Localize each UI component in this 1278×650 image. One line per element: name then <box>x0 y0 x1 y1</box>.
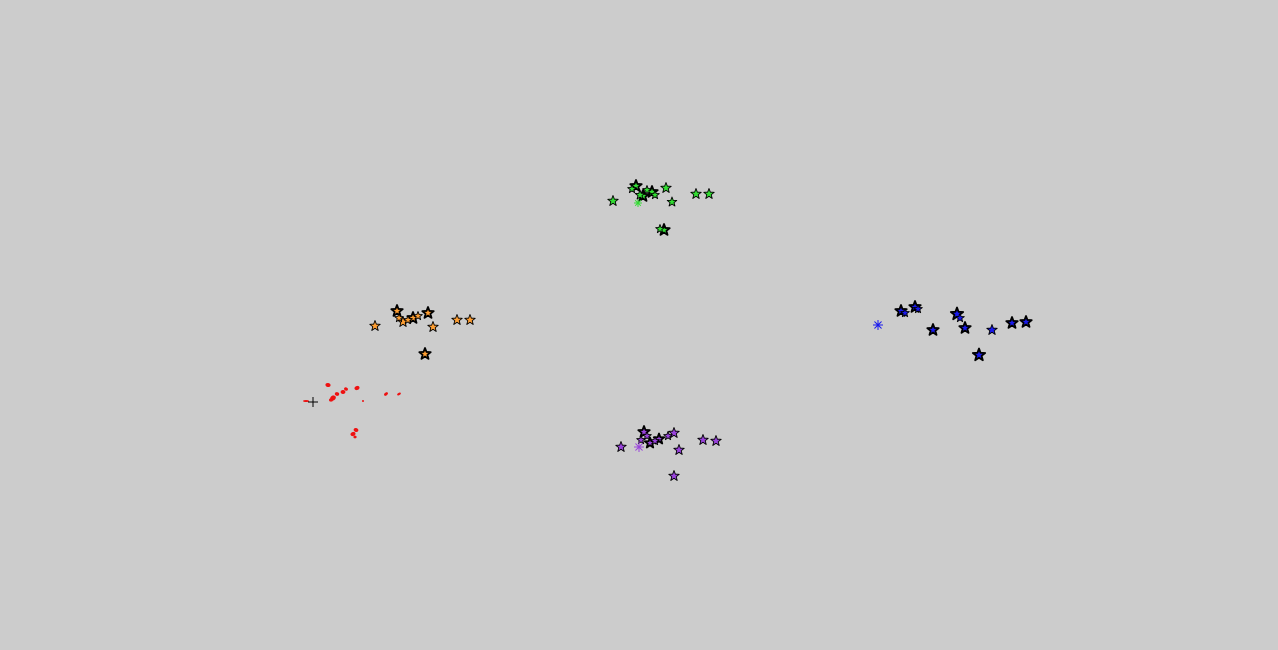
unit-star-icon[interactable] <box>955 313 965 323</box>
debris-fragment <box>353 435 357 439</box>
group-blue <box>873 300 1033 362</box>
unit-star-icon[interactable] <box>642 185 652 195</box>
debris-fragment <box>397 392 401 396</box>
asterisk-icon <box>634 442 644 452</box>
debris-fragment <box>340 390 346 394</box>
debris-fragment <box>334 392 340 396</box>
unit-star-icon[interactable] <box>636 435 646 445</box>
debris-fragment <box>303 400 309 402</box>
unit-star-icon[interactable] <box>655 224 665 234</box>
unit-star-icon[interactable] <box>451 314 463 325</box>
unit-star-icon[interactable] <box>607 195 619 206</box>
unit-star-icon[interactable] <box>1019 315 1033 328</box>
unit-star-icon[interactable] <box>650 436 660 446</box>
unit-star-icon[interactable] <box>697 434 709 445</box>
asterisk-icon <box>634 199 642 207</box>
cursor-layer <box>308 397 318 407</box>
unit-star-icon[interactable] <box>464 314 476 325</box>
unit-star-icon[interactable] <box>926 323 940 336</box>
unit-star-icon[interactable] <box>634 189 646 200</box>
debris-fragment <box>329 398 333 402</box>
unit-star-icon[interactable] <box>666 196 678 207</box>
unit-star-icon[interactable] <box>418 347 432 360</box>
debris-fragment <box>362 400 364 402</box>
debris-fragment <box>353 427 359 433</box>
unit-star-icon[interactable] <box>629 179 643 192</box>
unit-star-icon[interactable] <box>663 431 673 441</box>
unit-star-icon[interactable] <box>986 324 998 335</box>
unit-star-icon[interactable] <box>394 313 404 323</box>
crosshair-cursor-icon <box>308 397 318 407</box>
unit-star-icon[interactable] <box>971 347 987 362</box>
debris-fragment <box>344 387 348 391</box>
unit-star-icon[interactable] <box>413 311 423 321</box>
debris-fragment <box>384 392 388 396</box>
debris-fragment <box>325 382 331 388</box>
unit-star-icon[interactable] <box>690 188 702 199</box>
unit-star-icon[interactable] <box>668 427 680 438</box>
unit-star-icon[interactable] <box>703 188 715 199</box>
unit-star-icon[interactable] <box>660 182 672 193</box>
unit-star-icon[interactable] <box>615 441 627 452</box>
group-purple <box>615 425 722 481</box>
unit-star-icon[interactable] <box>958 321 972 334</box>
unit-star-icon[interactable] <box>710 435 722 446</box>
debris-fragment <box>354 385 360 391</box>
unit-star-icon[interactable] <box>627 184 637 194</box>
unit-star-icon[interactable] <box>900 308 910 318</box>
asterisk-icon <box>873 320 883 330</box>
unit-star-icon[interactable] <box>642 431 652 441</box>
unit-star-icon[interactable] <box>390 304 404 317</box>
unit-star-icon[interactable] <box>908 300 922 313</box>
debris-fragment <box>350 431 356 437</box>
unit-star-icon[interactable] <box>403 315 413 325</box>
unit-star-icon[interactable] <box>421 306 435 319</box>
unit-star-icon[interactable] <box>1005 316 1019 329</box>
group-green <box>607 179 715 236</box>
unit-star-icon[interactable] <box>369 320 381 331</box>
group-orange <box>369 304 476 360</box>
group-red <box>303 382 401 439</box>
unit-star-icon[interactable] <box>913 304 923 314</box>
unit-star-icon[interactable] <box>673 444 685 455</box>
unit-star-icon[interactable] <box>650 190 660 200</box>
unit-star-icon[interactable] <box>427 321 439 332</box>
unit-star-icon[interactable] <box>668 470 680 481</box>
